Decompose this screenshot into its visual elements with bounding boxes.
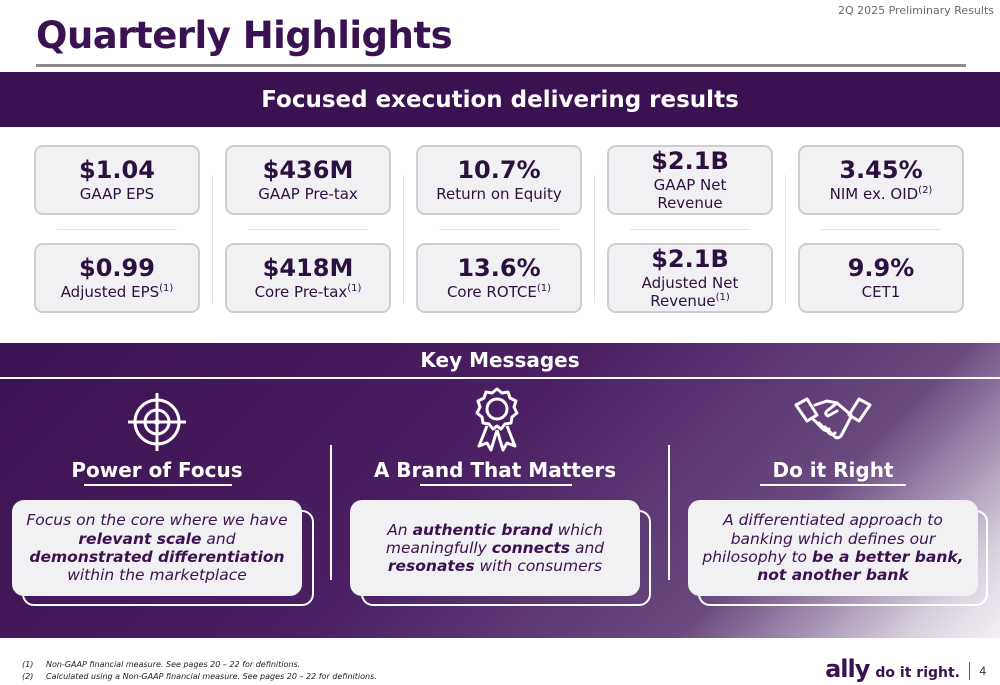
column-divider (594, 175, 595, 303)
brand-separator (969, 662, 970, 680)
heading-underline (760, 484, 906, 486)
key-message-text: An authentic brand which meaningfully co… (385, 520, 605, 576)
key-message-text: A differentiated approach to banking whi… (702, 511, 964, 585)
metric-label: Adjusted Net Revenue(1) (641, 273, 739, 310)
results-banner: Focused execution delivering results (0, 72, 1000, 127)
key-message-text: Focus on the core where we have relevant… (26, 511, 288, 585)
row-divider (821, 229, 941, 230)
footnote-marker: (2) (918, 184, 933, 196)
metric-value: 9.9% (847, 254, 915, 283)
heading-underline (420, 484, 572, 486)
metric-card-gaap-pretax: $436M GAAP Pre-tax (225, 145, 391, 215)
brand-tagline: do it right. (875, 665, 960, 681)
metric-label: Core Pre-tax(1) (254, 282, 362, 301)
column-divider (330, 445, 332, 580)
metric-value: $436M (262, 156, 354, 185)
footnote: (2) Calculated using a Non-GAAP financial… (22, 671, 377, 681)
metric-value: $2.1B (651, 245, 729, 274)
metric-label: Core ROTCE(1) (446, 282, 552, 301)
award-ribbon-icon (475, 387, 519, 452)
metric-card-roe: 10.7% Return on Equity (416, 145, 582, 215)
metric-value: 13.6% (457, 254, 541, 283)
metric-label: GAAP Net Revenue (653, 175, 727, 212)
page-title: Quarterly Highlights (36, 14, 453, 57)
key-messages-divider (0, 377, 1000, 379)
row-divider (57, 229, 177, 230)
metric-card-cet1: 9.9% CET1 (798, 243, 964, 313)
column-divider (403, 175, 404, 303)
metric-label: Return on Equity (436, 184, 562, 203)
key-message-card: A differentiated approach to banking whi… (688, 500, 978, 596)
metric-label: GAAP Pre-tax (258, 184, 358, 203)
key-messages-title-bar: Key Messages (0, 343, 1000, 376)
title-divider (36, 64, 966, 67)
target-icon (128, 393, 186, 451)
key-message-card: An authentic brand which meaningfully co… (350, 500, 640, 596)
handshake-icon (794, 397, 872, 440)
metric-value: $0.99 (79, 254, 155, 283)
footnote-marker: (1) (715, 291, 730, 303)
metric-value: 3.45% (839, 156, 923, 185)
column-divider (212, 175, 213, 303)
page-number: 4 (979, 664, 986, 678)
row-divider (630, 229, 750, 230)
row-divider (439, 229, 559, 230)
key-message-heading: A Brand That Matters (373, 458, 617, 482)
metric-value: $418M (262, 254, 354, 283)
metric-card-adjusted-net-revenue: $2.1B Adjusted Net Revenue(1) (607, 243, 773, 313)
metric-card-core-pretax: $418M Core Pre-tax(1) (225, 243, 391, 313)
brand-logo: ally do it right. (825, 655, 960, 683)
banner-text: Focused execution delivering results (261, 86, 739, 113)
key-messages-title: Key Messages (420, 347, 580, 372)
footnote-marker: (1) (536, 282, 552, 294)
metric-value: $1.04 (79, 156, 155, 185)
metric-card-core-rotce: 13.6% Core ROTCE(1) (416, 243, 582, 313)
metric-label: CET1 (861, 282, 901, 301)
metric-card-gaap-net-revenue: $2.1B GAAP Net Revenue (607, 145, 773, 215)
column-divider (668, 445, 670, 580)
metric-label: NIM ex. OID(2) (829, 184, 933, 203)
metric-card-nim: 3.45% NIM ex. OID(2) (798, 145, 964, 215)
column-divider (785, 175, 786, 303)
footnote-marker: (1) (347, 282, 362, 294)
footnotes: (1) Non-GAAP financial measure. See pages… (22, 659, 377, 682)
footnote: (1) Non-GAAP financial measure. See pages… (22, 660, 301, 669)
brand-wordmark: ally (825, 655, 870, 683)
key-message-heading: Do it Right (772, 458, 894, 482)
metric-card-gaap-eps: $1.04 GAAP EPS (34, 145, 200, 215)
footnote-marker: (1) (159, 282, 174, 294)
heading-underline (84, 484, 232, 486)
metric-value: 10.7% (457, 156, 541, 185)
report-label: 2Q 2025 Preliminary Results (838, 4, 994, 17)
metric-label: Adjusted EPS(1) (60, 282, 174, 301)
key-message-heading: Power of Focus (71, 458, 243, 482)
metric-card-adjusted-eps: $0.99 Adjusted EPS(1) (34, 243, 200, 313)
metric-label: GAAP EPS (79, 184, 155, 203)
metric-value: $2.1B (651, 147, 729, 176)
row-divider (248, 229, 368, 230)
key-message-card: Focus on the core where we have relevant… (12, 500, 302, 596)
